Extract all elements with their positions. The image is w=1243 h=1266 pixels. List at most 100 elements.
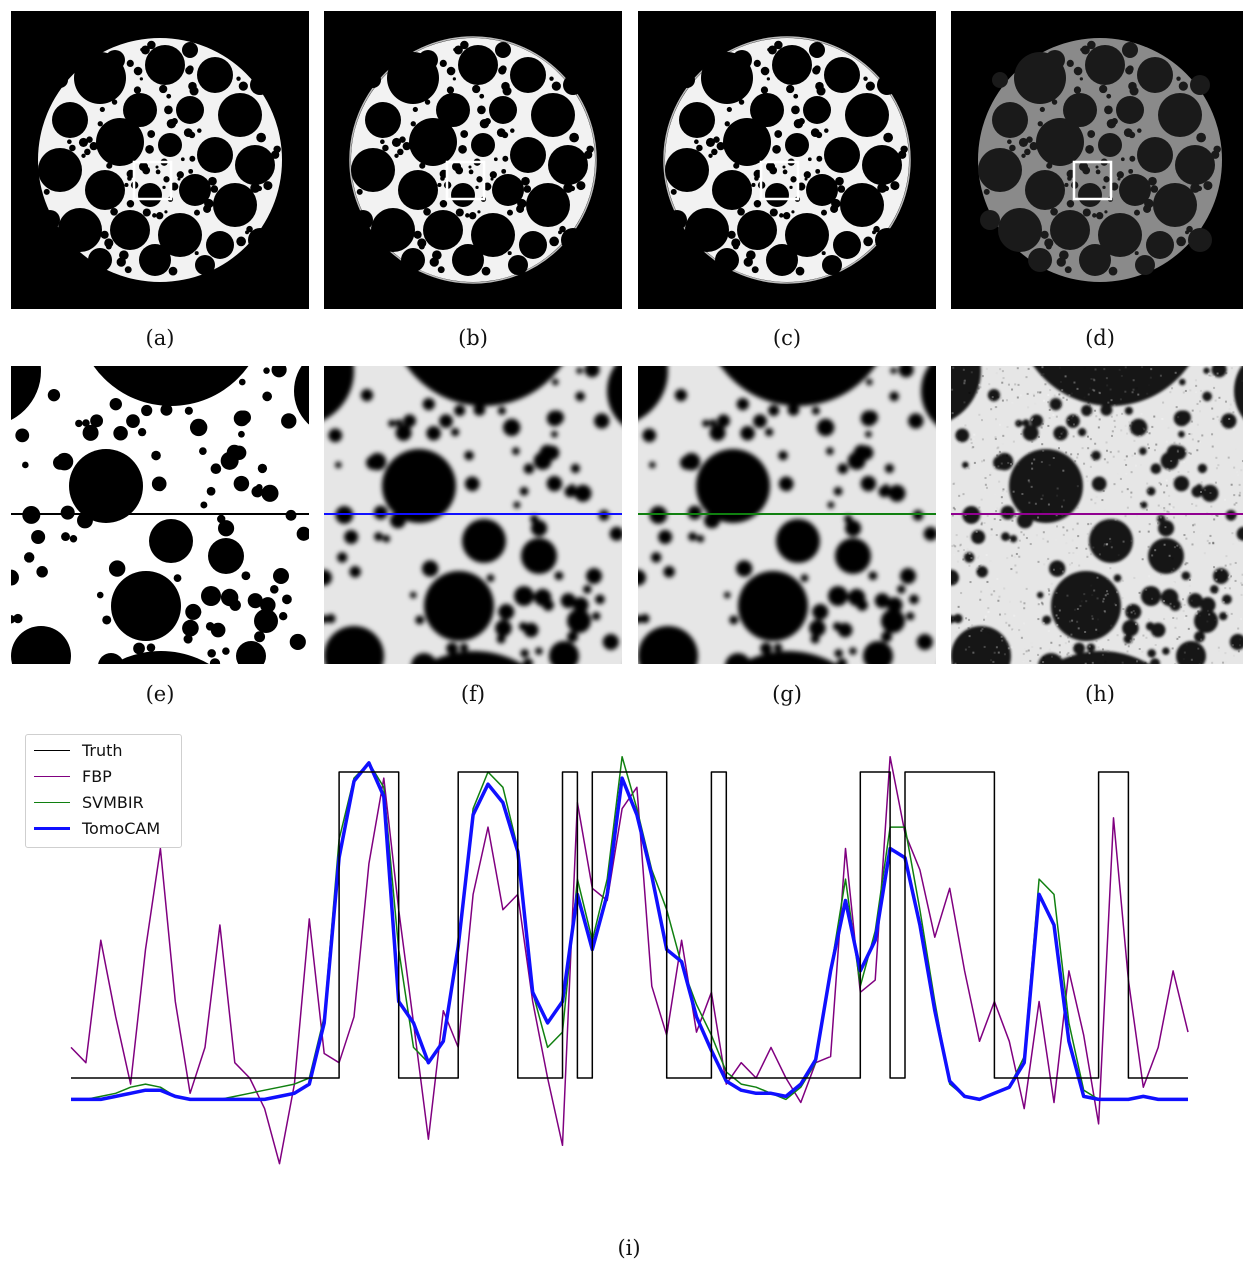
pore <box>459 643 469 652</box>
pore <box>176 96 204 124</box>
pore <box>1117 177 1121 181</box>
pore <box>782 169 788 175</box>
pore <box>971 529 986 545</box>
pore <box>760 66 770 76</box>
pore <box>767 45 777 55</box>
pore <box>679 72 695 88</box>
pore <box>52 72 68 88</box>
pore <box>142 208 151 217</box>
pore <box>726 106 732 113</box>
pore <box>1213 568 1229 584</box>
panel-a-image <box>11 11 309 309</box>
pore <box>1073 66 1083 76</box>
pore <box>1063 93 1097 127</box>
caption-a: (a) <box>145 326 175 350</box>
pore <box>197 57 233 93</box>
panel-c-image <box>638 11 936 309</box>
pore <box>1095 165 1099 169</box>
pore <box>1188 228 1212 252</box>
pore <box>510 137 546 173</box>
pore <box>1135 255 1155 275</box>
pore <box>551 430 558 438</box>
pore <box>822 609 829 616</box>
pore <box>1116 96 1144 124</box>
pore <box>1015 419 1023 428</box>
pore <box>31 529 46 545</box>
pore <box>1001 532 1010 542</box>
pore <box>882 484 890 491</box>
zoom-region-box <box>759 160 800 201</box>
pore <box>890 181 900 191</box>
pore <box>495 42 511 58</box>
pore <box>133 642 145 655</box>
caption-g: (g) <box>772 682 802 706</box>
pore <box>235 145 275 185</box>
pore <box>479 93 485 99</box>
pore <box>1141 586 1161 606</box>
pore <box>1026 136 1033 143</box>
pore <box>145 45 185 85</box>
pore <box>197 137 233 173</box>
pore <box>1113 574 1122 582</box>
caption-i: (i) <box>617 1236 641 1260</box>
pore <box>908 413 924 429</box>
pore <box>365 72 381 88</box>
pore <box>179 174 211 206</box>
pore <box>1081 404 1093 417</box>
pore <box>751 182 756 188</box>
pore <box>803 96 831 124</box>
pore <box>410 121 416 127</box>
pore <box>206 486 216 496</box>
pore <box>773 643 783 652</box>
pore <box>472 84 481 94</box>
pore <box>271 366 287 378</box>
pore <box>546 410 563 427</box>
pore <box>560 593 576 609</box>
pore <box>1046 162 1053 169</box>
pore <box>740 651 836 664</box>
pore <box>194 251 199 256</box>
pore <box>498 66 507 75</box>
pore <box>77 512 93 529</box>
pore <box>432 250 442 260</box>
pore <box>806 174 838 206</box>
pore <box>567 631 579 643</box>
pore <box>250 75 270 95</box>
pore <box>1137 57 1173 93</box>
pore <box>795 266 805 276</box>
pore <box>424 571 494 641</box>
pore <box>422 397 435 411</box>
full-phantom-svg <box>951 11 1243 309</box>
pore <box>715 248 739 272</box>
pore <box>156 212 164 220</box>
pore <box>452 77 456 81</box>
pore <box>104 238 114 248</box>
zoom-crop-svg <box>638 366 936 664</box>
pore <box>1078 183 1102 207</box>
pore <box>1085 45 1125 85</box>
pore <box>1160 588 1179 607</box>
pore <box>909 594 919 605</box>
pore <box>510 57 546 93</box>
pore <box>96 118 144 166</box>
pore <box>1021 153 1026 158</box>
pore <box>510 128 515 133</box>
pore <box>720 366 876 406</box>
pore <box>326 613 336 624</box>
pore <box>649 461 656 469</box>
pore <box>863 236 873 247</box>
pore <box>696 534 705 543</box>
pore <box>458 145 467 154</box>
pore <box>189 418 208 437</box>
pore <box>324 366 354 420</box>
pore <box>324 626 384 664</box>
pore <box>779 213 784 218</box>
pore <box>1000 505 1015 520</box>
pore <box>166 118 177 129</box>
pore <box>727 230 736 239</box>
pore <box>218 93 262 137</box>
plot-legend: Truth FBP SVMBIR TomoCAM <box>25 734 182 848</box>
pore <box>828 586 848 606</box>
pore <box>508 255 528 275</box>
pore <box>998 208 1042 252</box>
